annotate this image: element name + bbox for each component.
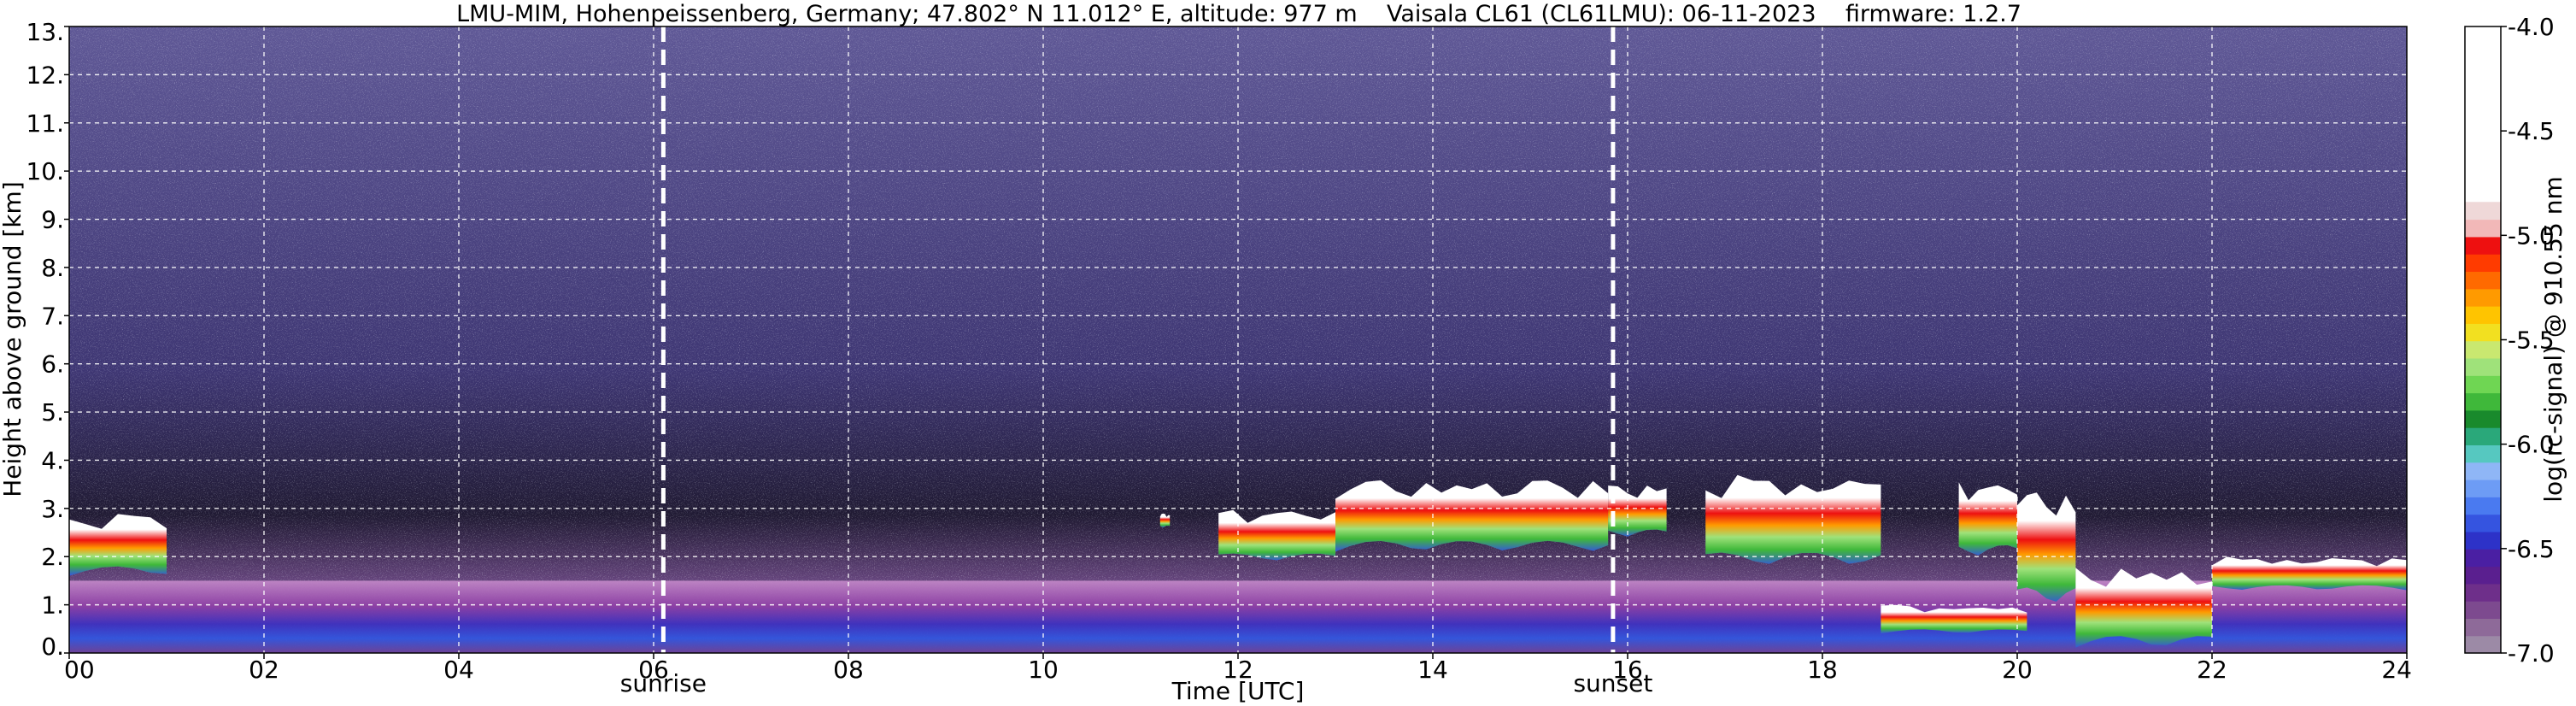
cloud-layer — [1608, 485, 1667, 538]
cloud-layer — [2017, 492, 2076, 605]
x-tick-label: 04 — [443, 656, 474, 684]
y-tick-label: 6. — [41, 350, 64, 379]
sunrise-label: sunrise — [620, 669, 707, 697]
colorbar-segment — [2465, 26, 2501, 203]
colorbar-segment — [2465, 462, 2501, 480]
colorbar-segment — [2465, 375, 2501, 394]
y-tick-label: 4. — [41, 446, 64, 474]
colorbar-segment — [2465, 514, 2501, 532]
colorbar-segment — [2465, 635, 2501, 654]
colorbar-segment — [2465, 479, 2501, 497]
colorbar-segment — [2465, 271, 2501, 290]
colorbar-tick-label: -6.5 — [2508, 535, 2555, 563]
x-tick-label: 08 — [833, 656, 864, 684]
cloud-layer — [1881, 604, 2027, 634]
colorbar-ticks: -7.0 -6.5 -6.0 -5.5 -5.0 -4.5 -4.0 — [2501, 13, 2555, 668]
colorbar-segment — [2465, 409, 2501, 428]
y-tick-label: 11. — [26, 109, 64, 138]
y-tick-label: 13. — [26, 18, 64, 46]
colorbar-segment — [2465, 549, 2501, 568]
sunset-label: sunset — [1573, 669, 1652, 697]
colorbar — [2465, 26, 2501, 654]
y-tick-label: 0. — [41, 632, 64, 661]
colorbar-segment — [2465, 288, 2501, 307]
cloud-layers — [69, 474, 2407, 649]
colorbar-segment — [2465, 427, 2501, 446]
colorbar-segment — [2465, 202, 2501, 221]
cloud-layer — [1335, 480, 1609, 552]
y-tick-label: 9. — [41, 206, 64, 234]
sun-markers: sunrise sunset — [620, 26, 1652, 697]
x-tick-label: 06 — [638, 656, 669, 684]
colorbar-label: log(rc-signal) @ 910.55 nm — [2539, 176, 2567, 502]
y-tick-label: 1. — [41, 591, 64, 620]
cloud-layer — [1705, 474, 1881, 567]
colorbar-segment — [2465, 323, 2501, 342]
colorbar-segment — [2465, 254, 2501, 273]
colorbar-segment — [2465, 357, 2501, 376]
x-tick-label: 20 — [2002, 656, 2033, 684]
colorbar-tick-label: -4.5 — [2508, 117, 2555, 145]
x-tick-label: 10 — [1028, 656, 1059, 684]
y-tick-label: 5. — [41, 398, 64, 427]
cloud-layer — [2075, 568, 2212, 649]
colorbar-segment — [2465, 618, 2501, 637]
y-tick-label: 2. — [41, 543, 64, 571]
grid-lines — [69, 26, 2407, 653]
x-tick-label: 14 — [1417, 656, 1448, 684]
chart-title: LMU-MIM, Hohenpeissenberg, Germany; 47.8… — [456, 1, 2021, 27]
cloud-layer — [1159, 513, 1171, 528]
x-tick-label: 24 — [2381, 656, 2412, 684]
y-tick-label: 8. — [41, 254, 64, 282]
colorbar-segment — [2465, 601, 2501, 620]
colorbar-segment — [2465, 392, 2501, 411]
cloud-layer — [69, 514, 167, 576]
y-axis-label: Height above ground [km] — [0, 181, 26, 497]
y-tick-label: 7. — [41, 302, 64, 330]
colorbar-segment — [2465, 219, 2501, 238]
cloud-layer — [1218, 509, 1335, 562]
colorbar-segment — [2465, 306, 2501, 324]
colorbar-segment — [2465, 531, 2501, 550]
colorbar-segment — [2465, 236, 2501, 255]
colorbar-segment — [2465, 340, 2501, 359]
cloud-layer — [1958, 482, 2017, 557]
x-tick-label: 02 — [249, 656, 279, 684]
colorbar-segment — [2465, 497, 2501, 515]
x-tick-label: 16 — [1612, 656, 1643, 684]
x-tick-label: 12 — [1223, 656, 1253, 684]
colorbar-segment — [2465, 444, 2501, 463]
x-tick-label: 00 — [64, 656, 95, 684]
y-axis-ticks: 0. 1. 2. 3. 4. 5. 6. 7. 8. 9. 10. 11. 12. 13. — [26, 18, 69, 661]
y-tick-label: 12. — [26, 61, 64, 89]
colorbar-tick-label: -5.0 — [2508, 221, 2555, 250]
colorbar-segment — [2465, 583, 2501, 602]
colorbar-segment — [2465, 566, 2501, 585]
colorbar-tick-label: -5.5 — [2508, 327, 2555, 355]
x-tick-label: 18 — [1807, 656, 1838, 684]
x-axis-ticks: 00 02 04 06 08 10 12 14 16 18 20 22 24 — [64, 653, 2412, 684]
colorbar-tick-label: -7.0 — [2508, 639, 2555, 668]
x-tick-label: 22 — [2197, 656, 2227, 684]
cloud-layer — [2212, 556, 2407, 591]
y-tick-label: 10. — [26, 157, 64, 185]
y-tick-label: 3. — [41, 495, 64, 523]
colorbar-tick-label: -4.0 — [2508, 13, 2555, 41]
x-axis-label: Time [UTC] — [1171, 677, 1305, 705]
colorbar-tick-label: -6.0 — [2508, 431, 2555, 459]
colorbar-frame — [2464, 26, 2502, 654]
